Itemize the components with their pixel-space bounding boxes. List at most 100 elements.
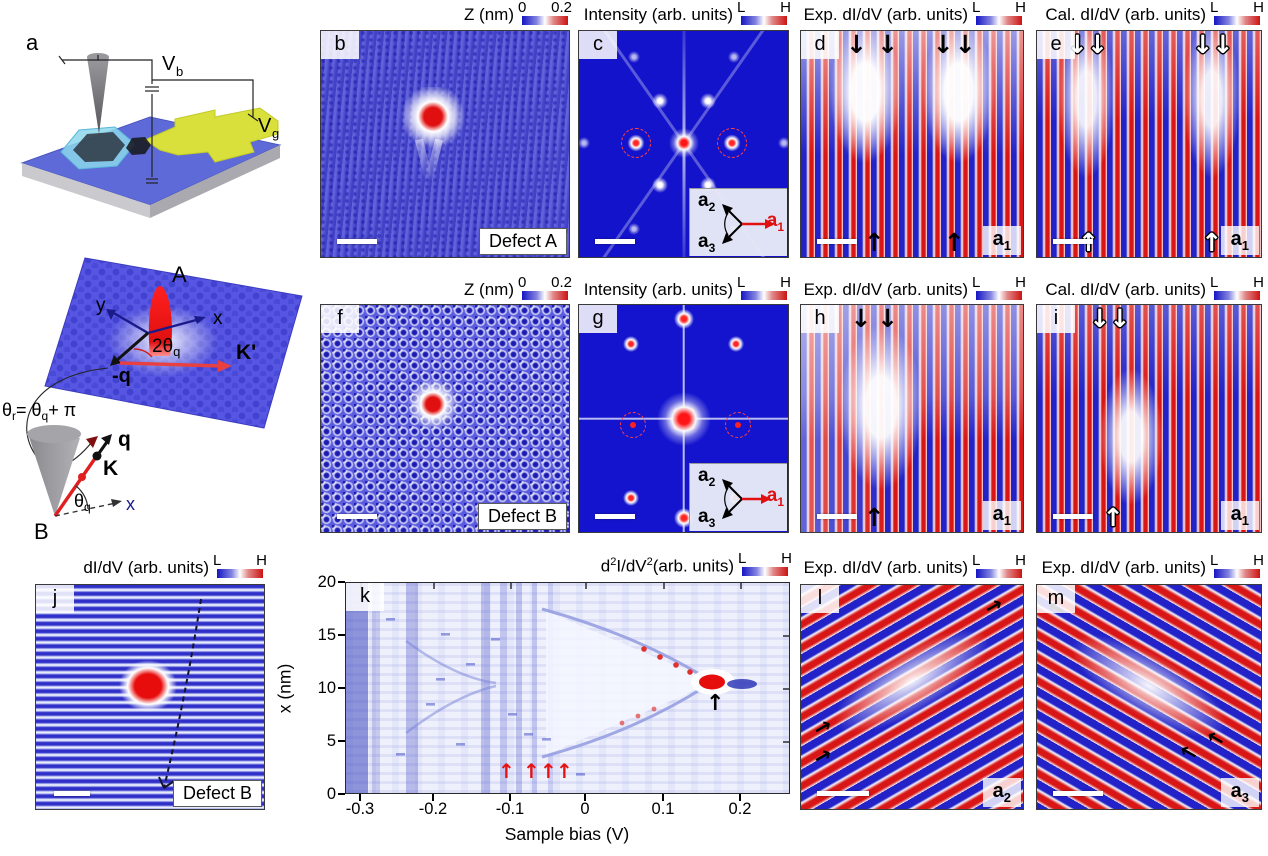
- colorbar-min-label: L: [737, 274, 746, 291]
- colorbar-gradient: [742, 567, 788, 576]
- axis-tick: [338, 740, 345, 742]
- bias-voltage-label: V: [162, 53, 176, 75]
- dashed-circle: [620, 412, 647, 439]
- tick-label: 5: [326, 732, 336, 750]
- panel-letter: e: [1037, 31, 1075, 59]
- colorbar-max-label: H: [1253, 274, 1264, 291]
- colorbar-title: Exp. dI/dV (arb. units): [803, 5, 968, 25]
- panel-b-header: Z (nm) 0 0.2: [320, 0, 572, 26]
- minus-q-arrowhead: [110, 355, 121, 366]
- black-up-arrow-icon: ↑: [706, 691, 725, 716]
- bragg-spot-outer: [628, 51, 640, 63]
- theta-q-label: θq: [74, 491, 91, 514]
- tip-cone-top: [27, 425, 81, 443]
- lattice-vector-arrows: [722, 204, 775, 244]
- colorbar-min-label: L: [738, 550, 747, 567]
- surface-axes: x y: [96, 295, 223, 335]
- colorbar-title: Exp. dI/dV (arb. units): [803, 280, 968, 300]
- dashed-circle: [621, 128, 651, 158]
- red-up-arrow-icon: ↑: [556, 759, 573, 783]
- scale-bar: [595, 239, 635, 244]
- defect-blob: [404, 379, 461, 436]
- fft-image-defect-b: g a2 a3 a1: [578, 304, 789, 533]
- colorbar-max-label: 0.2: [551, 0, 572, 16]
- colorbar-title: Exp. dI/dV (arb. units): [1041, 558, 1206, 578]
- colorbar-title: d2I/dV2(arb. units): [600, 555, 734, 576]
- q-label: q: [118, 428, 131, 451]
- axis-tick: [338, 581, 345, 583]
- lattice-vector-a3-label: a3: [698, 506, 716, 530]
- lattice-vector-arrows: [722, 479, 771, 519]
- down-arrow-icon: ↓: [877, 30, 899, 59]
- axis-tick: [359, 794, 361, 801]
- two-theta-label: 2θq: [152, 336, 180, 359]
- colorbar-max-label: H: [1253, 0, 1264, 16]
- panel-letter: m: [1037, 585, 1075, 613]
- substrate-side-left: [22, 163, 150, 218]
- axis-tick: [739, 794, 741, 801]
- colorbar: 0 0.2: [518, 275, 572, 301]
- spectral-features: [346, 583, 789, 793]
- colorbar-title: Z (nm): [463, 280, 514, 300]
- y-axis-label: y: [96, 295, 106, 316]
- defect-blob: [118, 659, 177, 712]
- panel-letter: j: [36, 585, 74, 613]
- lattice-vector-a1-label: a1: [766, 485, 784, 509]
- colorbar-gradient: [1214, 16, 1260, 25]
- experimental-didv-map-defect-b: h ↓ ↓ ↑ a1: [800, 304, 1024, 533]
- substrate-side-right: [150, 145, 280, 218]
- stm-topography-defect-a: b Defect A: [320, 30, 570, 258]
- open-up-arrow-icon: ↑: [1201, 228, 1223, 257]
- experimental-didv-map-a2: l → → → a2: [800, 584, 1024, 810]
- site-b-label: B: [34, 519, 49, 544]
- didv-spectral-linecut-plot: k: [345, 582, 790, 794]
- linecut-arrow: [158, 598, 202, 789]
- lattice-vector-a2-label: a2: [698, 465, 716, 489]
- bragg-spot: [623, 489, 640, 506]
- panel-h-header: Exp. dI/dV (arb. units) L H: [750, 274, 1026, 301]
- open-down-arrow-icon: ↓: [1109, 304, 1131, 333]
- diagonal-arrow-icon: →: [1175, 737, 1203, 768]
- tick-label: 15: [317, 626, 336, 644]
- colorbar-min-label: L: [972, 274, 981, 291]
- bragg-spot: [727, 335, 744, 352]
- colorbar-gradient: [1214, 291, 1260, 300]
- bragg-spot: [623, 335, 640, 352]
- down-arrow-icon: ↓: [850, 304, 872, 333]
- up-arrow-icon: ↑: [943, 228, 965, 257]
- colorbar-gradient: [217, 569, 263, 578]
- red-up-arrow-icon: ↑: [540, 759, 557, 783]
- axis-tick: [432, 794, 434, 801]
- open-down-arrow-icon: ↓: [1192, 30, 1214, 59]
- colorbar-max-label: H: [1015, 552, 1026, 569]
- colorbar-title: Z (nm): [463, 5, 514, 25]
- k-prime-label: K': [236, 341, 256, 364]
- scale-bar: [817, 239, 857, 244]
- tip-x-arrowhead: [111, 499, 122, 507]
- defect-label: Defect B: [477, 503, 567, 530]
- panel-letter: a: [26, 30, 39, 55]
- flake-hexagon-small: [126, 137, 151, 155]
- scale-bar: [337, 514, 377, 519]
- scattering-schematic: A x y 2θq K' -q θr= θq+ π q K θq: [2, 257, 303, 544]
- down-arrow-icon: ↓: [954, 30, 976, 59]
- k-label: K: [103, 457, 118, 480]
- lattice-vector-a2-label: a2: [698, 190, 716, 214]
- colorbar-min-label: 0: [518, 0, 527, 16]
- dashed-circle: [717, 128, 747, 158]
- colorbar-max-label: H: [1015, 274, 1026, 291]
- didv-map-defect-b: j Defect B: [35, 584, 265, 810]
- scale-bar: [1053, 514, 1093, 519]
- tick-label: 0: [326, 785, 336, 803]
- colorbar-gradient: [976, 16, 1022, 25]
- panel-letter: b: [321, 31, 359, 59]
